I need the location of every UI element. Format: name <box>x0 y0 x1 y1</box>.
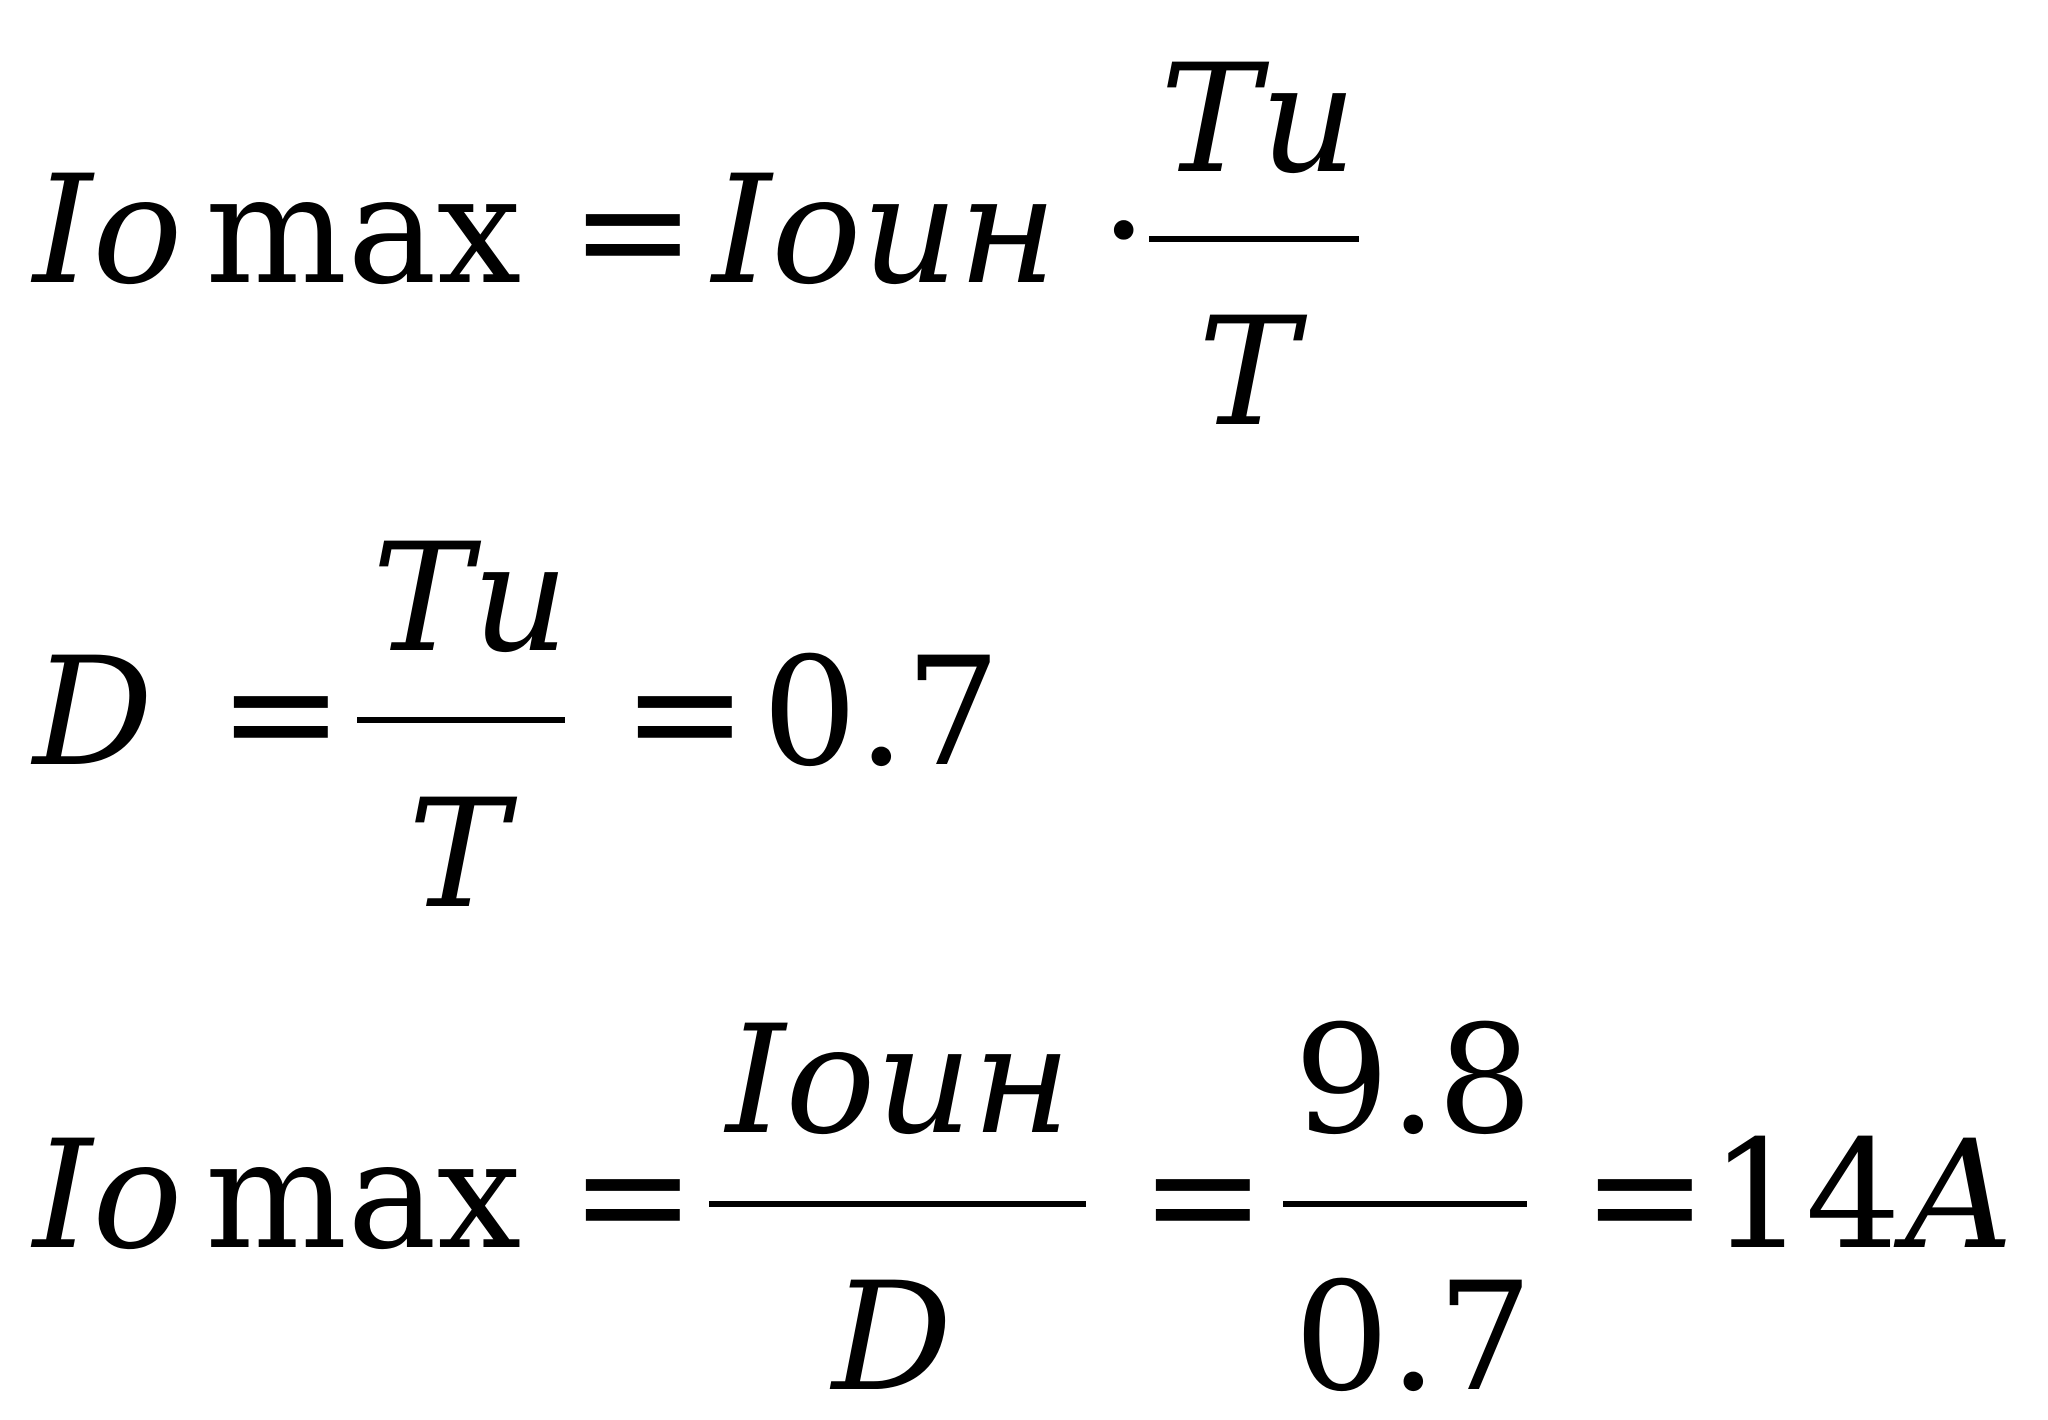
equals-sign: = <box>622 626 748 800</box>
io-symbol: Io <box>30 1109 183 1283</box>
fraction-numerator: Tu <box>372 512 569 686</box>
equation-3: Io max = Ioин D = 9.8 0.7 = 14 A <box>30 994 2013 1420</box>
fraction-numerator: Tu <box>1160 33 1357 207</box>
numeric-numerator: 9.8 <box>1294 994 1533 1168</box>
multiply-dot: · <box>1100 144 1148 318</box>
max-label: max <box>205 1109 521 1283</box>
value: 0.7 <box>762 626 1001 800</box>
result-value: 14 <box>1710 1109 1901 1283</box>
io-symbol: Io <box>30 144 183 318</box>
numeric-denominator: 0.7 <box>1294 1251 1533 1420</box>
fraction-numerator: Ioин <box>723 994 1071 1168</box>
equation-1: Io max = Ioин · Tu T <box>30 33 1359 460</box>
equation-2: D = Tu T = 0.7 <box>30 512 1001 942</box>
equals-sign: = <box>570 1109 696 1283</box>
equals-sign: = <box>1582 1109 1708 1283</box>
equals-sign: = <box>1140 1109 1266 1283</box>
equals-sign: = <box>570 144 696 318</box>
equals-sign: = <box>218 626 344 800</box>
d-symbol: D <box>30 626 153 800</box>
fraction-denominator: T <box>1198 286 1308 460</box>
max-label: max <box>205 144 521 318</box>
ioin-symbol: Ioин <box>709 144 1057 318</box>
unit-ampere: A <box>1893 1109 2013 1283</box>
fraction-denominator: T <box>408 768 518 942</box>
fraction-denominator: D <box>829 1251 952 1420</box>
